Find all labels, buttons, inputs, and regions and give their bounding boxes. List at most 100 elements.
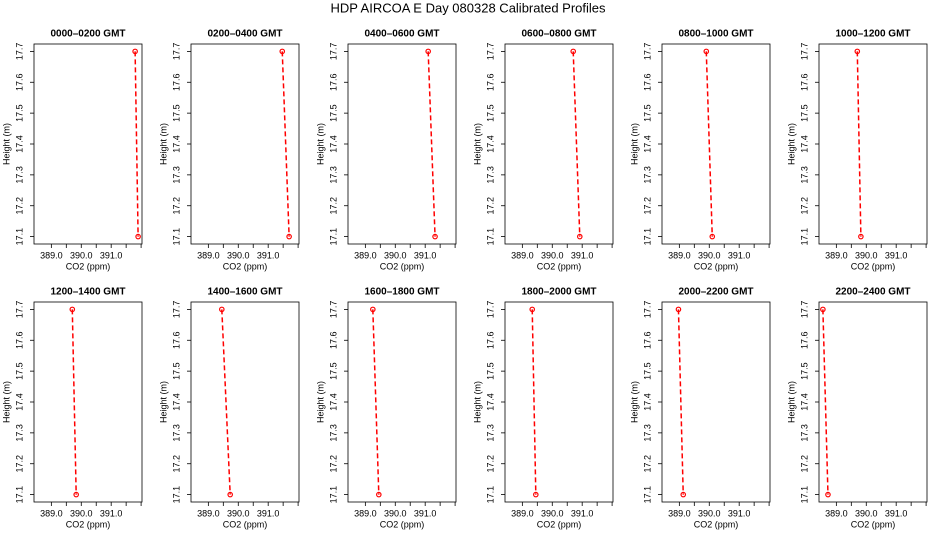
profile-point (703, 48, 710, 55)
profile-line (134, 51, 139, 237)
y-tick-label: 17.4 (14, 393, 24, 411)
plot-box (190, 43, 300, 245)
y-tick-label: 17.5 (799, 362, 809, 380)
plot-box (661, 301, 771, 503)
x-axis-label: CO2 (ppm) (66, 519, 111, 529)
y-tick-label: 17.2 (799, 455, 809, 473)
x-tick-label: 390.0 (384, 250, 407, 260)
y-axis-label: Height (m) (629, 123, 639, 165)
profile-line (221, 309, 231, 495)
profile-line (572, 51, 581, 237)
plot-box (504, 43, 614, 245)
y-tick-label: 17.2 (642, 197, 652, 215)
y-tick-label: 17.4 (328, 135, 338, 153)
x-tick-label: 391.0 (885, 508, 908, 518)
y-tick-label: 17.2 (14, 197, 24, 215)
y-tick-label: 17.6 (328, 332, 338, 350)
x-tick-label: 391.0 (728, 508, 751, 518)
y-tick-label: 17.7 (799, 43, 809, 61)
plot-box (33, 301, 143, 503)
y-tick-label: 17.6 (485, 74, 495, 92)
profile-point (227, 491, 233, 498)
x-tick-label: 391.0 (100, 508, 123, 518)
profile-line (531, 309, 537, 495)
profile-point (529, 306, 536, 313)
y-tick-label: 17.5 (328, 104, 338, 122)
x-tick-label: 389.0 (197, 508, 220, 518)
y-tick-label: 17.4 (328, 393, 338, 411)
y-tick-label: 17.2 (171, 197, 181, 215)
profile-point (69, 306, 76, 313)
y-tick-label: 17.6 (328, 74, 338, 92)
x-tick-label: 391.0 (728, 250, 751, 260)
y-tick-label: 17.6 (14, 74, 24, 92)
y-tick-label: 17.1 (642, 228, 652, 246)
y-tick-label: 17.7 (799, 301, 809, 319)
profile-line (71, 309, 77, 495)
y-tick-label: 17.3 (171, 424, 181, 442)
panel-title: 0800–1000 GMT (678, 29, 753, 40)
y-tick-label: 17.6 (171, 74, 181, 92)
panel-title: 2200–2400 GMT (835, 287, 910, 298)
x-tick-label: 389.0 (668, 250, 691, 260)
profile-point (376, 491, 382, 498)
y-tick-label: 17.7 (328, 301, 338, 319)
x-tick-label: 389.0 (825, 508, 848, 518)
y-tick-label: 17.1 (14, 228, 24, 246)
y-axis-label: Height (m) (472, 123, 482, 165)
x-tick-label: 389.0 (354, 250, 377, 260)
profile-line (372, 309, 380, 495)
y-axis-label: Height (m) (472, 381, 482, 423)
y-tick-label: 17.6 (485, 332, 495, 350)
plot-box (504, 301, 614, 503)
x-tick-label: 390.0 (227, 508, 250, 518)
y-tick-label: 17.5 (485, 362, 495, 380)
y-tick-label: 17.7 (14, 301, 24, 319)
y-axis-label: Height (m) (1, 123, 11, 165)
y-axis-label: Height (m) (1, 381, 11, 423)
plot-box (818, 43, 928, 245)
x-tick-label: 391.0 (257, 250, 280, 260)
y-tick-label: 17.1 (485, 228, 495, 246)
x-tick-label: 390.0 (384, 508, 407, 518)
y-tick-label: 17.4 (485, 393, 495, 411)
y-tick-label: 17.7 (171, 301, 181, 319)
x-tick-label: 391.0 (885, 250, 908, 260)
profile-point (432, 233, 438, 240)
y-tick-label: 17.7 (171, 43, 181, 61)
y-tick-label: 17.2 (642, 455, 652, 473)
profile-point (132, 48, 138, 55)
y-axis-label: Height (m) (315, 381, 325, 423)
y-tick-label: 17.4 (642, 393, 652, 411)
y-tick-label: 17.1 (328, 486, 338, 504)
x-tick-label: 390.0 (855, 250, 878, 260)
profile-point (675, 306, 682, 313)
profile-line (427, 51, 436, 237)
y-tick-label: 17.5 (171, 104, 181, 122)
y-tick-label: 17.1 (171, 228, 181, 246)
x-axis-label: CO2 (ppm) (223, 519, 268, 529)
x-tick-label: 389.0 (40, 250, 63, 260)
profile-point (858, 233, 864, 240)
x-axis-label: CO2 (ppm) (537, 261, 582, 271)
y-tick-label: 17.3 (799, 424, 809, 442)
y-axis-label: Height (m) (158, 123, 168, 165)
x-axis-label: CO2 (ppm) (66, 261, 111, 271)
plot-box (347, 43, 457, 245)
y-tick-label: 17.1 (171, 486, 181, 504)
y-tick-label: 17.4 (171, 135, 181, 153)
y-tick-label: 17.2 (799, 197, 809, 215)
panel-title: 1000–1200 GMT (835, 29, 910, 40)
profile-point (279, 48, 286, 55)
panel-title: 0200–0400 GMT (207, 29, 282, 40)
page-title: HDP AIRCOA E Day 080328 Calibrated Profi… (330, 0, 606, 15)
y-tick-label: 17.5 (799, 104, 809, 122)
x-axis-label: CO2 (ppm) (851, 261, 896, 271)
y-axis-label: Height (m) (786, 381, 796, 423)
y-tick-label: 17.4 (642, 135, 652, 153)
profile-point (709, 233, 716, 240)
y-tick-label: 17.2 (485, 197, 495, 215)
y-tick-label: 17.7 (328, 43, 338, 61)
y-tick-label: 17.4 (799, 135, 809, 153)
x-axis-label: CO2 (ppm) (380, 261, 425, 271)
